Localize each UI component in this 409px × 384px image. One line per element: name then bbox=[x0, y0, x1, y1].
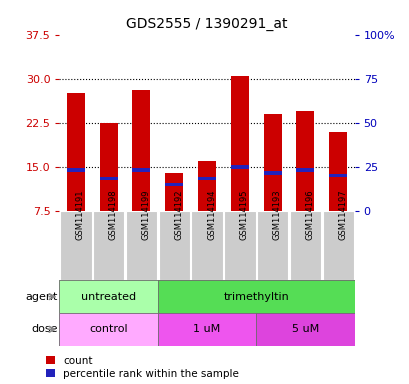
Text: GSM114198: GSM114198 bbox=[108, 189, 117, 240]
Bar bbox=[158, 211, 189, 280]
Text: GSM114194: GSM114194 bbox=[207, 189, 216, 240]
Bar bbox=[296, 111, 314, 211]
Bar bbox=[289, 211, 320, 280]
Bar bbox=[132, 91, 150, 211]
Bar bbox=[328, 132, 346, 211]
Bar bbox=[328, 174, 346, 177]
Bar bbox=[296, 168, 314, 172]
Bar bbox=[263, 114, 281, 211]
Bar bbox=[132, 168, 150, 172]
Text: GSM114196: GSM114196 bbox=[305, 189, 314, 240]
Bar bbox=[198, 161, 216, 211]
Bar bbox=[230, 166, 248, 169]
Bar bbox=[99, 123, 117, 211]
Bar bbox=[322, 211, 353, 280]
Text: GSM114193: GSM114193 bbox=[272, 189, 281, 240]
Text: control: control bbox=[89, 324, 128, 334]
Text: trimethyltin: trimethyltin bbox=[223, 291, 288, 302]
Bar bbox=[93, 211, 124, 280]
Title: GDS2555 / 1390291_at: GDS2555 / 1390291_at bbox=[126, 17, 287, 31]
Bar bbox=[165, 183, 183, 186]
Bar bbox=[198, 177, 216, 180]
Text: GSM114195: GSM114195 bbox=[239, 189, 248, 240]
Bar bbox=[256, 313, 354, 346]
Bar bbox=[67, 168, 85, 172]
Bar bbox=[263, 171, 281, 175]
Text: agent: agent bbox=[25, 291, 58, 302]
Bar bbox=[99, 177, 117, 180]
Bar bbox=[67, 93, 85, 211]
Text: GSM114199: GSM114199 bbox=[141, 189, 150, 240]
Bar bbox=[224, 211, 255, 280]
Text: 1 uM: 1 uM bbox=[193, 324, 220, 334]
Legend: count, percentile rank within the sample: count, percentile rank within the sample bbox=[46, 356, 238, 379]
Text: GSM114197: GSM114197 bbox=[337, 189, 346, 240]
Text: 5 uM: 5 uM bbox=[291, 324, 318, 334]
Text: GSM114191: GSM114191 bbox=[76, 189, 85, 240]
Bar bbox=[59, 313, 157, 346]
Text: untreated: untreated bbox=[81, 291, 136, 302]
Text: GSM114192: GSM114192 bbox=[174, 189, 183, 240]
Bar bbox=[157, 280, 354, 313]
Bar bbox=[59, 280, 157, 313]
Text: dose: dose bbox=[31, 324, 58, 334]
Bar bbox=[60, 211, 91, 280]
Bar bbox=[256, 211, 288, 280]
Bar bbox=[230, 76, 248, 211]
Bar bbox=[157, 313, 256, 346]
Bar bbox=[191, 211, 222, 280]
Bar bbox=[126, 211, 157, 280]
Bar bbox=[165, 173, 183, 211]
